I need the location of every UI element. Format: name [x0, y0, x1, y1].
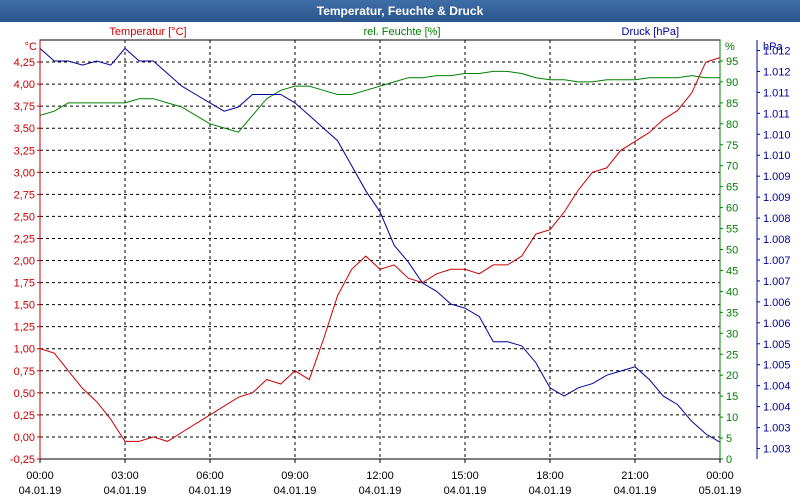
series-line-pressure: [39, 47, 721, 443]
pressure-tick-label: 1.011: [763, 108, 790, 120]
time-tick-label: 15:00: [451, 470, 479, 482]
temperature-axis-title: Temperatur [°C]: [109, 26, 186, 38]
humidity-tick-label: 85: [726, 98, 738, 110]
humidity-tick-label: 25: [726, 349, 738, 361]
pressure-tick-label: 1.008: [763, 213, 791, 225]
date-tick-label: 05.01.19: [699, 485, 742, 497]
temperature-tick-label: 3,25: [14, 145, 35, 157]
axis-headers: Temperatur [°C] rel. Feuchte [%] Druck [hP…: [25, 26, 784, 53]
series-lines: [39, 47, 721, 443]
humidity-tick-label: 55: [726, 224, 738, 236]
temperature-tick-label: 0,00: [14, 432, 35, 444]
humidity-tick-label: 75: [726, 140, 738, 152]
humidity-tick-label: 80: [726, 119, 738, 131]
date-tick-label: 04.01.19: [529, 485, 572, 497]
pressure-axis-title: Druck [hPa]: [622, 26, 679, 38]
pressure-tick-label: 1.012: [763, 66, 791, 78]
pressure-tick-label: 1.003: [763, 423, 791, 435]
series-line-humidity: [39, 70, 720, 133]
time-axis: 00:00 04.01.19 03:00 04.01.19 06:00 04.01.19 0…: [19, 459, 742, 497]
humidity-tick-label: 45: [726, 265, 738, 277]
date-tick-label: 04.01.19: [189, 485, 232, 497]
pressure-tick-label: 1.004: [763, 381, 791, 393]
pressure-tick-label: 1.007: [763, 255, 791, 267]
date-tick-label: 04.01.19: [359, 485, 402, 497]
humidity-tick-label: 70: [726, 161, 738, 173]
temperature-tick-label: 0,50: [14, 388, 35, 400]
temperature-tick-label: 0,75: [14, 366, 35, 378]
pressure-tick-label: 1.003: [763, 444, 791, 456]
date-tick-label: 04.01.19: [444, 485, 487, 497]
temperature-tick-label: 2,50: [14, 211, 35, 223]
date-tick-label: 04.01.19: [19, 485, 62, 497]
temperature-unit-label: °C: [25, 41, 37, 53]
time-tick-label: 18:00: [536, 470, 564, 482]
pressure-tick-label: 1.010: [763, 129, 791, 141]
temperature-tick-label: 1,75: [14, 278, 35, 290]
temperature-tick-label: 2,00: [14, 256, 35, 268]
temperature-tick-label: 4,00: [14, 79, 35, 91]
humidity-tick-label: 20: [726, 370, 738, 382]
pressure-tick-label: 1.007: [763, 276, 791, 288]
pressure-tick-label: 1.005: [763, 360, 791, 372]
grid: [40, 40, 720, 459]
pressure-tick-label: 1.004: [763, 402, 791, 414]
humidity-tick-label: 10: [726, 412, 738, 424]
humidity-tick-label: 65: [726, 182, 738, 194]
humidity-tick-label: 5: [726, 433, 732, 445]
pressure-tick-label: 1.009: [763, 171, 791, 183]
temperature-tick-label: 1,50: [14, 300, 35, 312]
date-tick-label: 04.01.19: [274, 485, 317, 497]
humidity-tick-label: 0: [726, 454, 732, 466]
pressure-tick-label: 1.009: [763, 192, 791, 204]
humidity-tick-label: 95: [726, 56, 738, 68]
pressure-axis: 1.003 1.003 1.004 1.004 1.005 1.005 1.006 1.006…: [756, 40, 791, 459]
temperature-tick-label: 0,25: [14, 410, 35, 422]
humidity-tick-label: 30: [726, 328, 738, 340]
pressure-tick-label: 1.005: [763, 339, 791, 351]
humidity-axis-title: rel. Feuchte [%]: [363, 26, 440, 38]
humidity-tick-label: 90: [726, 77, 738, 89]
temperature-tick-label: 1,25: [14, 322, 35, 334]
temperature-tick-label: 2,25: [14, 233, 35, 245]
temperature-tick-label: 3,50: [14, 123, 35, 135]
humidity-tick-label: 15: [726, 391, 738, 403]
time-tick-label: 06:00: [196, 470, 224, 482]
pressure-tick-label: 1.006: [763, 297, 791, 309]
humidity-tick-label: 60: [726, 203, 738, 215]
time-tick-label: 03:00: [111, 470, 139, 482]
date-tick-label: 04.01.19: [104, 485, 147, 497]
pressure-tick-label: 1.006: [763, 318, 791, 330]
humidity-tick-label: 50: [726, 245, 738, 257]
pressure-tick-label: 1.012: [763, 45, 791, 57]
temperature-tick-label: 4,25: [14, 57, 35, 69]
temperature-tick-label: 3,75: [14, 101, 35, 113]
date-tick-label: 04.01.19: [614, 485, 657, 497]
pressure-tick-label: 1.010: [763, 150, 791, 162]
humidity-unit-label: %: [725, 41, 735, 53]
pressure-unit-label: hPa: [763, 41, 783, 53]
time-tick-label: 21:00: [621, 470, 649, 482]
time-tick-label: 09:00: [281, 470, 309, 482]
pressure-tick-label: 1.008: [763, 234, 791, 246]
humidity-axis: 0 5 10 15 20 25 30 35 40 45 50 55 60 65 70 75 80 85 90 95: [719, 40, 738, 466]
temperature-tick-label: 1,00: [14, 344, 35, 356]
time-tick-label: 00:00: [706, 470, 734, 482]
window-title: Temperatur, Feuchte & Druck: [0, 0, 800, 22]
time-tick-label: 12:00: [366, 470, 394, 482]
series-line-temperature: [39, 57, 721, 442]
pressure-tick-label: 1.011: [763, 87, 790, 99]
temperature-tick-label: -0,25: [10, 454, 35, 466]
humidity-tick-label: 40: [726, 286, 738, 298]
temperature-axis: -0,25 0,00 0,25 0,50 0,75 1,00 1,25 1,50 1,75 2,0…: [10, 40, 41, 466]
temperature-tick-label: 2,75: [14, 189, 35, 201]
time-tick-label: 00:00: [26, 470, 54, 482]
humidity-tick-label: 35: [726, 307, 738, 319]
temperature-tick-label: 3,00: [14, 167, 35, 179]
